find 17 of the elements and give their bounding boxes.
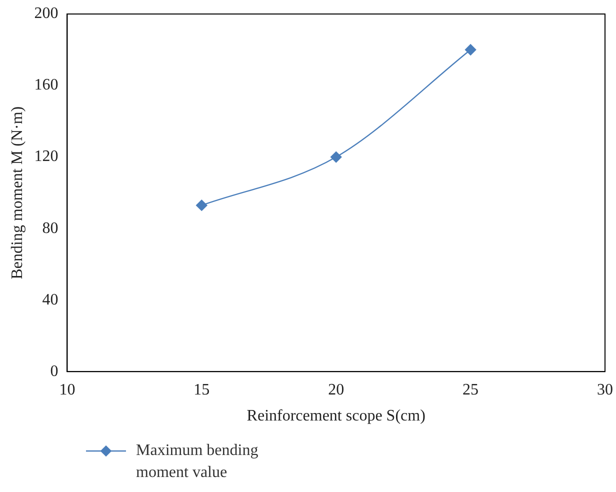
- x-tick-label: 15: [194, 381, 210, 398]
- point: [330, 151, 342, 163]
- y-tick-label: 120: [34, 148, 58, 166]
- x-tick-label: 25: [462, 381, 479, 398]
- y-tick-label: 40: [42, 291, 58, 308]
- x-tick-label: 20: [328, 381, 344, 398]
- y-tick-label: 0: [50, 362, 58, 380]
- legend-label: Maximum bending moment value: [136, 441, 260, 483]
- y-tick-label: 80: [42, 220, 58, 237]
- y-tick-label: 160: [34, 76, 58, 94]
- y-tick-label: 200: [34, 5, 58, 22]
- x-tick-label: 30: [597, 381, 613, 398]
- point: [196, 200, 208, 211]
- point: [464, 44, 476, 56]
- x-tick-label: 10: [59, 381, 76, 398]
- y-axis-title: Bending moment M (N·m): [8, 106, 26, 280]
- x-axis-title: Reinforcement scope S(cm): [246, 408, 426, 425]
